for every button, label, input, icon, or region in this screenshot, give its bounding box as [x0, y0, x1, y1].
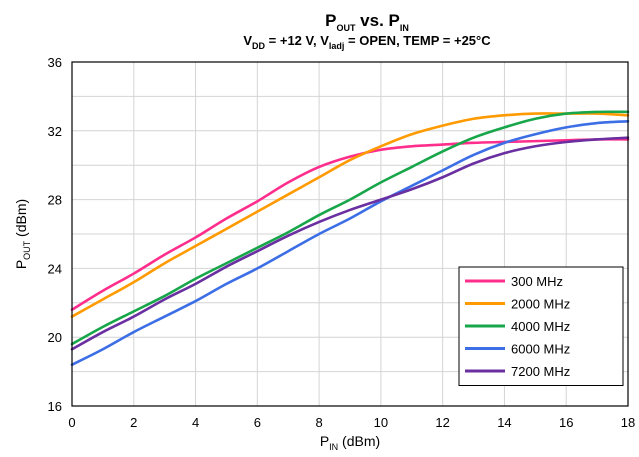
y-axis-label: POUT (dBm) [13, 199, 32, 269]
x-tick-label: 8 [315, 415, 322, 430]
x-tick-label: 6 [254, 415, 261, 430]
y-tick-label: 36 [48, 55, 62, 70]
plot-frame [71, 61, 629, 407]
y-tick-label: 20 [48, 330, 62, 345]
y-tick-label: 16 [48, 399, 62, 414]
x-tick-label: 4 [192, 415, 199, 430]
legend: 300 MHz 2000 MHz 4000 MHz 6000 MHz 7200 MHz [458, 266, 624, 386]
series-line-0 [70, 138, 630, 311]
x-tick-label: 18 [621, 415, 635, 430]
chart-title: POUT vs. PIN [325, 11, 409, 33]
x-tick-label: 12 [435, 415, 449, 430]
x-tick-label: 10 [374, 415, 388, 430]
series-line-1 [70, 112, 630, 318]
legend-label: 2000 MHz [511, 297, 570, 312]
legend-label: 7200 MHz [511, 364, 570, 379]
x-tick-label: 16 [559, 415, 573, 430]
y-tick-label: 24 [48, 261, 62, 276]
y-tick-label: 28 [48, 193, 62, 208]
series-line-4 [70, 136, 630, 351]
x-tick-label: 2 [130, 415, 137, 430]
legend-label: 6000 MHz [511, 342, 570, 357]
series-line-3 [70, 120, 630, 367]
x-tick-label: 0 [68, 415, 75, 430]
x-tick-label: 14 [497, 415, 511, 430]
chart-subtitle: VDD = +12 V, Vladj = OPEN, TEMP = +25°C [243, 33, 491, 51]
legend-label: 300 MHz [511, 274, 563, 289]
legend-label: 4000 MHz [511, 319, 570, 334]
series-lines [70, 110, 630, 367]
x-axis-label: PIN (dBm) [320, 433, 380, 452]
y-tick-label: 32 [48, 124, 62, 139]
series-line-2 [70, 110, 630, 346]
